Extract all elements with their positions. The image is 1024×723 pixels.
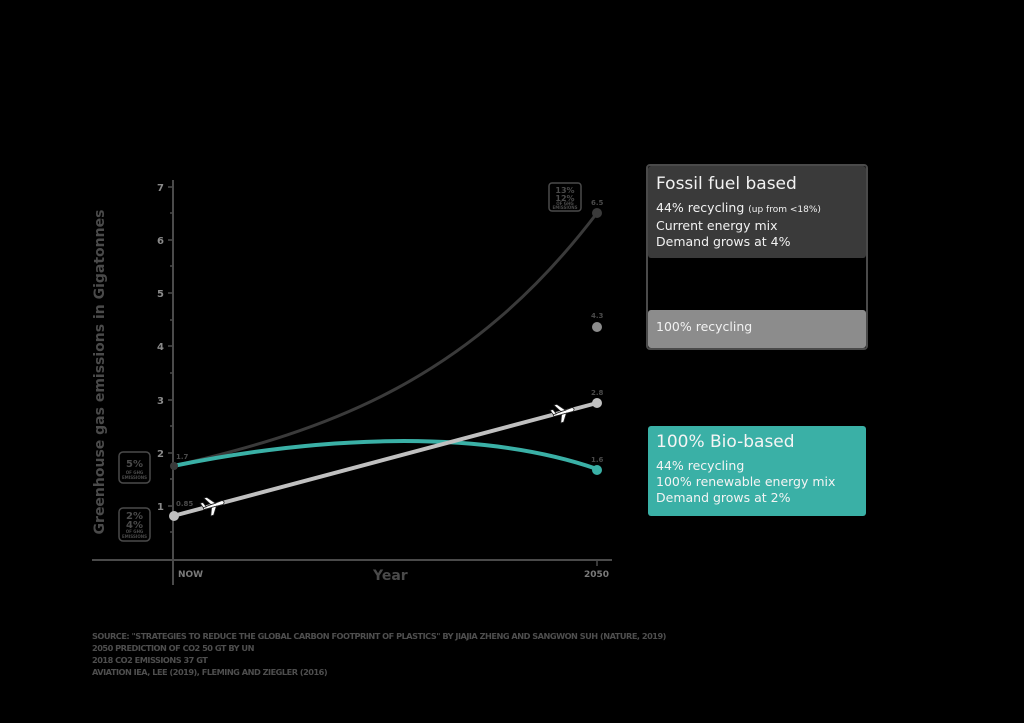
svg-text:OF GHG: OF GHG bbox=[126, 470, 143, 475]
series-fossil-line bbox=[172, 212, 599, 468]
legend-bio-line2: 100% renewable energy mix bbox=[656, 474, 836, 489]
aviation-end-point bbox=[592, 398, 602, 408]
label-aviation-end: 2.8 bbox=[591, 389, 604, 397]
legend-fossil-line3: Demand grows at 4% bbox=[656, 234, 791, 249]
source-line: 2018 CO2 emissions 37 GT bbox=[92, 655, 208, 665]
airplane-icon bbox=[199, 496, 225, 517]
sources-footnote: Source: "Strategies to reduce the global… bbox=[92, 630, 852, 678]
svg-text:2%: 2% bbox=[126, 511, 143, 522]
label-recycling-end: 4.3 bbox=[591, 312, 604, 320]
y-tick-3: 3 bbox=[157, 396, 164, 407]
legend-fossil-group bbox=[646, 164, 868, 350]
source-line: Source: "Strategies to reduce the global… bbox=[92, 631, 666, 641]
source-line: 2050 prediction of CO2 50 GT by UN bbox=[92, 643, 254, 653]
y-tick-labels: 7 6 5 4 3 2 1 bbox=[157, 183, 164, 513]
legend-bio-line1: 44% recycling bbox=[656, 458, 745, 473]
label-aviation-start: 0.85 bbox=[176, 500, 193, 508]
svg-text:12%: 12% bbox=[555, 194, 574, 203]
legend-fossil-fuel: Fossil fuel based 44% recycling (up from… bbox=[648, 166, 866, 258]
y-tick-4: 4 bbox=[157, 342, 164, 353]
svg-text:OF GHG: OF GHG bbox=[556, 201, 573, 206]
aviation-start-point bbox=[169, 511, 179, 521]
label-fossil-end: 6.5 bbox=[591, 199, 604, 207]
fossil-start-point bbox=[170, 462, 178, 470]
badge-now-lower: 2% 4% OF GHG EMISSIONS bbox=[118, 507, 151, 542]
badge-now-upper: 5% OF GHG EMISSIONS bbox=[118, 451, 151, 484]
label-bio-end: 1.6 bbox=[591, 456, 604, 464]
legend-bio-line3: Demand grows at 2% bbox=[656, 490, 791, 505]
legend-fossil-title: Fossil fuel based bbox=[656, 174, 797, 194]
legend-recycling-label: 100% recycling bbox=[656, 319, 753, 334]
label-fossil-start: 1.7 bbox=[176, 453, 189, 461]
y-tick-5: 5 bbox=[157, 289, 164, 300]
svg-text:EMISSIONS: EMISSIONS bbox=[122, 534, 147, 539]
source-line: Aviation IEA, Lee (2019), Fleming and Zi… bbox=[92, 667, 328, 677]
legend-recycling: 100% recycling bbox=[648, 310, 866, 348]
y-ticks bbox=[168, 186, 598, 566]
airplane-icon bbox=[549, 403, 575, 424]
x-tick-2050: 2050 bbox=[584, 570, 609, 580]
series-aviation-line bbox=[172, 401, 598, 518]
y-tick-7: 7 bbox=[157, 183, 164, 194]
x-tick-now: NOW bbox=[178, 570, 203, 580]
svg-text:OF GHG: OF GHG bbox=[126, 529, 143, 534]
legend-fossil-note: (up from <18%) bbox=[748, 205, 821, 215]
legend-fossil-line2: Current energy mix bbox=[656, 218, 778, 233]
x-axis-title: Year bbox=[372, 568, 408, 584]
svg-text:5%: 5% bbox=[126, 459, 143, 470]
badge-end-upper: 13% 12% OF GHG EMISSIONS bbox=[548, 182, 582, 212]
legend-bio-based: 100% Bio-based 44% recycling 100% renewa… bbox=[648, 426, 866, 516]
svg-text:4%: 4% bbox=[126, 520, 143, 531]
legend-bio-title: 100% Bio-based bbox=[656, 432, 795, 452]
svg-text:EMISSIONS: EMISSIONS bbox=[553, 205, 578, 210]
y-tick-2: 2 bbox=[157, 449, 164, 460]
y-tick-1: 1 bbox=[157, 502, 164, 513]
bio-end-point bbox=[592, 465, 602, 475]
fossil-end-point bbox=[592, 208, 602, 218]
svg-text:13%: 13% bbox=[555, 186, 574, 195]
y-tick-6: 6 bbox=[157, 236, 164, 247]
legend-fossil-line1: 44% recycling (up from <18%) bbox=[656, 200, 858, 218]
series-bio-line bbox=[172, 439, 598, 471]
recycling-end-point bbox=[592, 322, 602, 332]
legend-fossil-recycling: 44% recycling bbox=[656, 200, 745, 215]
y-axis-title: Greenhouse gas emissions in Gigatonnes bbox=[92, 210, 108, 535]
svg-text:EMISSIONS: EMISSIONS bbox=[122, 475, 147, 480]
